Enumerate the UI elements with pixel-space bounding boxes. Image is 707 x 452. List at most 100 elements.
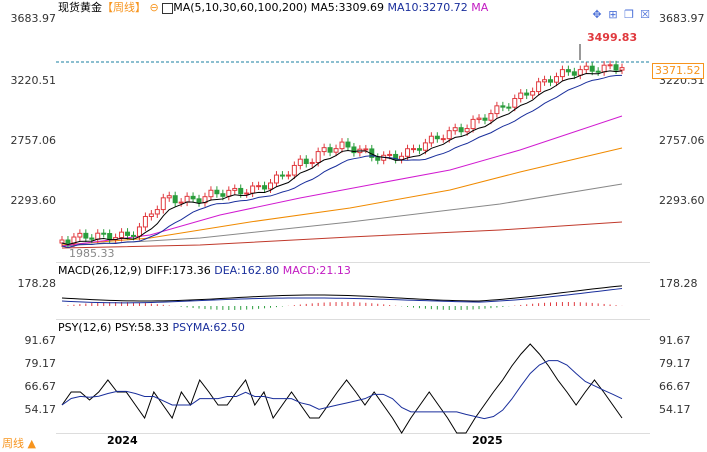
candle-body (476, 117, 482, 120)
ma10-value: MA10:3270.72 (387, 1, 468, 14)
period-dropdown[interactable]: 周线 ▲ (2, 437, 36, 451)
candle-body (309, 161, 315, 165)
candle-body (363, 148, 369, 151)
grid-icon[interactable]: ⊞ (608, 8, 618, 21)
candle-body (273, 174, 279, 184)
xaxis-divider (56, 433, 650, 434)
candle-body (464, 128, 470, 133)
ma200-line (61, 221, 623, 249)
psy-header: PSY(12,6) PSY:58.33 PSYMA:62.50 (58, 321, 245, 335)
candle-body (125, 231, 131, 236)
psy-label: PSY(12,6) (58, 321, 112, 334)
candle-body (315, 151, 321, 163)
candle-body (339, 141, 345, 150)
candle-body (399, 155, 405, 160)
candle-body (303, 158, 309, 165)
current-price-tag: 3371.52 (652, 63, 704, 79)
psyma-line (61, 360, 623, 420)
chart-header: 现货黄金【周线】 ⊖ MA(5,10,30,60,100,200) MA5:33… (58, 1, 488, 15)
candle-body (89, 237, 95, 240)
psy-tick-right: 91.67 (659, 334, 691, 347)
x-tick: 2025 (472, 434, 503, 447)
candle-body (244, 192, 250, 195)
candle-body (226, 189, 232, 197)
x-tick: 2024 (107, 434, 138, 447)
candle-body (571, 71, 577, 76)
candle-body (101, 232, 107, 235)
candle-body (232, 187, 238, 191)
candle-body (71, 236, 77, 244)
period-label[interactable]: 【周线】 (102, 1, 146, 14)
move-icon[interactable]: ✥ (592, 8, 602, 21)
macd-value: MACD:21.13 (282, 264, 351, 277)
candle-body (589, 65, 595, 72)
candle-body (506, 106, 512, 109)
psy-tick-right: 79.17 (659, 357, 691, 370)
macd-dea: DEA:162.80 (214, 264, 280, 277)
candle-body (154, 209, 160, 215)
candle-body (83, 232, 89, 239)
candle-body (345, 141, 351, 148)
circle-minus-icon[interactable]: ⊖ (149, 1, 159, 14)
candle-body (279, 174, 285, 177)
psy-panel-divider (56, 319, 650, 320)
candle-body (214, 189, 220, 195)
candle-body (321, 147, 327, 153)
candle-body (178, 201, 184, 204)
psy-tick-left: 91.67 (24, 334, 57, 347)
candle-body (452, 127, 458, 132)
macd-diff: DIFF:173.36 (145, 264, 211, 277)
candle-body (59, 239, 65, 244)
ma-settings-icon[interactable] (162, 2, 174, 14)
ma-label: MA(5,10,30,60,100,200) (173, 1, 308, 14)
candle-body (518, 92, 524, 100)
macd-panel-divider (56, 262, 650, 263)
candle-body (428, 135, 434, 144)
candle-body (208, 189, 214, 198)
candle-body (297, 158, 303, 166)
candle-body (268, 182, 274, 190)
diff-line (61, 285, 623, 302)
candle-body (446, 130, 452, 140)
candle-body (458, 127, 464, 133)
candle-body (291, 164, 297, 176)
candle-body (95, 232, 101, 240)
candle-body (130, 234, 136, 237)
candle-body (536, 81, 542, 93)
candle-body (434, 135, 440, 140)
candle-body (482, 117, 488, 121)
candle-body (393, 153, 399, 160)
candle-body (613, 64, 619, 71)
candle-body (583, 65, 589, 71)
candle-body (190, 195, 196, 200)
close-icon[interactable]: ☒ (640, 8, 650, 21)
psy-tick-left: 66.67 (24, 380, 57, 393)
window-icon[interactable]: ❐ (624, 8, 634, 21)
candle-body (619, 67, 625, 71)
candle-body (166, 195, 172, 199)
ma5-value: MA5:3309.69 (310, 1, 384, 14)
candle-body (488, 113, 494, 121)
candle-body (256, 185, 262, 188)
candle-body (262, 185, 268, 190)
candle-body (184, 195, 190, 203)
candle-body (410, 148, 416, 151)
candle-body (440, 138, 446, 141)
candle-body (416, 148, 422, 151)
candle-body (119, 231, 125, 239)
candle-body (542, 79, 548, 83)
ma5-line (61, 70, 623, 246)
candle-body (327, 147, 333, 153)
candle-body (595, 70, 601, 73)
candle-body (220, 193, 226, 197)
candle-body (548, 79, 554, 83)
symbol-name: 现货黄金 (58, 1, 102, 14)
macd-tick-right: 178.28 (659, 277, 698, 290)
psy-line (61, 343, 623, 434)
ma60-line (61, 147, 623, 246)
psy-tick-right: 54.17 (659, 403, 691, 416)
candle-body (494, 105, 500, 115)
candle-body (405, 148, 411, 157)
candle-body (77, 232, 83, 238)
